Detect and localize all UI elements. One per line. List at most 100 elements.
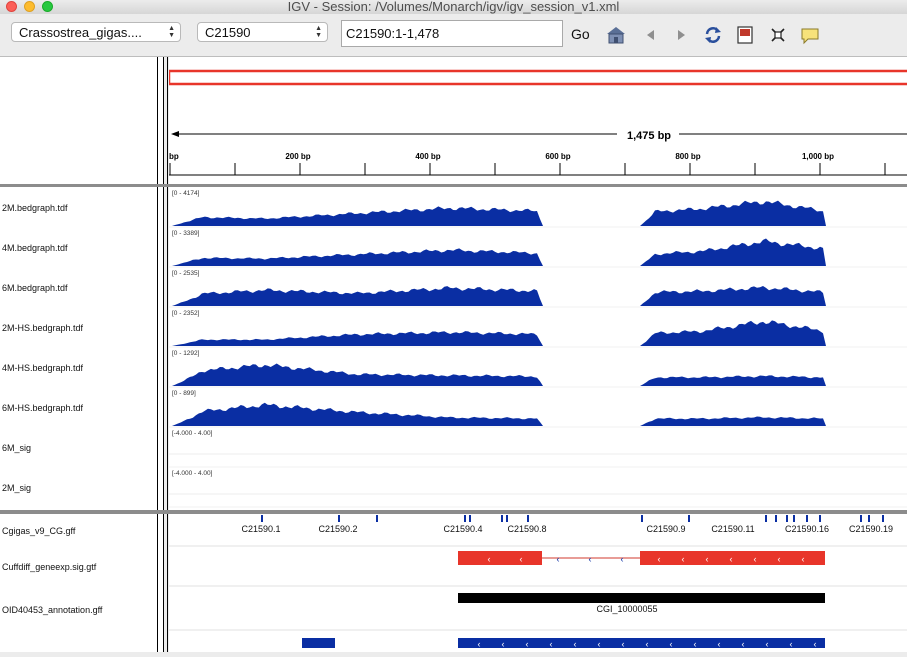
ruler-tick-label: bp <box>169 152 179 161</box>
home-icon[interactable] <box>606 25 626 45</box>
track-name[interactable]: 4M-HS.bedgraph.tdf <box>2 363 84 373</box>
track-name[interactable]: 6M_sig <box>2 443 32 453</box>
coverage-block[interactable] <box>172 402 543 426</box>
track-name[interactable]: 2M.bedgraph.tdf <box>2 203 68 213</box>
gene-label: C21590.11 <box>711 524 754 534</box>
gene-feature-mark[interactable] <box>261 515 263 522</box>
coverage-block[interactable] <box>640 375 826 386</box>
track-name[interactable]: 6M.bedgraph.tdf <box>2 283 68 293</box>
track-name[interactable]: Cgigas_v9_CG.gff <box>2 526 76 536</box>
exon-block[interactable] <box>458 551 542 565</box>
strand-arrow-icon: ‹ <box>622 639 625 649</box>
forward-arrow-icon[interactable] <box>671 25 691 45</box>
strand-arrow-icon: ‹ <box>742 639 745 649</box>
divider <box>157 187 158 510</box>
updown-arrow-icon: ▲ ▼ <box>168 25 175 39</box>
divider <box>157 514 158 652</box>
close-window-button[interactable] <box>6 1 17 12</box>
back-arrow-icon[interactable] <box>641 25 661 45</box>
divider <box>167 57 168 184</box>
ruler-tick-label: 400 bp <box>415 152 440 161</box>
gene-feature-mark[interactable] <box>775 515 777 522</box>
data-range-label: [0 - 4174] <box>172 190 200 197</box>
track-name[interactable]: 2M-HS.bedgraph.tdf <box>2 323 84 333</box>
minimize-window-button[interactable] <box>24 1 35 12</box>
gene-feature-mark[interactable] <box>641 515 643 522</box>
gene-feature-mark[interactable] <box>376 515 378 522</box>
gene-feature-block[interactable] <box>458 638 825 648</box>
gene-feature-mark[interactable] <box>506 515 508 522</box>
strand-arrow-icon: ‹ <box>574 639 577 649</box>
annotation-label: CGI_10000055 <box>596 604 657 614</box>
locus-input[interactable]: C21590:1-1,478 <box>341 20 563 47</box>
gene-feature-mark[interactable] <box>882 515 884 522</box>
coverage-block[interactable] <box>172 363 543 387</box>
feature-svg: C21590.1 C21590.2 C21590.4 C21590.8 C21590.9… <box>169 515 907 649</box>
coverage-block[interactable] <box>640 238 826 267</box>
gene-feature-block[interactable] <box>302 638 335 648</box>
data-panel <box>169 187 907 510</box>
gene-feature-mark[interactable] <box>806 515 808 522</box>
track-name[interactable]: 2M_sig <box>2 483 32 493</box>
genome-select[interactable]: Crassostrea_gigas.... ▲ ▼ <box>11 22 181 42</box>
gene-feature-mark[interactable] <box>469 515 471 522</box>
gene-feature-mark[interactable] <box>868 515 870 522</box>
gene-feature-mark[interactable] <box>819 515 821 522</box>
ruler-svg: 1,475 bp bp 200 bp 400 bp 600 bp 800 bp 1,000… <box>167 69 907 176</box>
region-of-interest-icon[interactable] <box>735 25 755 45</box>
coverage-block[interactable] <box>640 320 826 346</box>
strand-arrow-icon: ‹ <box>766 639 769 649</box>
coverage-block[interactable] <box>172 206 543 226</box>
strand-arrow-icon: ‹ <box>730 554 733 564</box>
track-name[interactable]: OID40453_annotation.gff <box>2 605 103 615</box>
track-name[interactable]: 4M.bedgraph.tdf <box>2 243 68 253</box>
gene-feature-mark[interactable] <box>688 515 690 522</box>
gene-feature-mark[interactable] <box>793 515 795 522</box>
chromosome-select-value: C21590 <box>205 25 251 40</box>
coverage-svg <box>169 200 907 508</box>
zoom-window-button[interactable] <box>42 1 53 12</box>
coverage-block[interactable] <box>640 200 826 226</box>
gene-feature-mark[interactable] <box>765 515 767 522</box>
data-attribute-panel <box>158 187 163 510</box>
data-range-label: [-4.000 - 4.00] <box>172 470 213 477</box>
ruler-tick-label: 1,000 bp <box>802 152 834 161</box>
chromosome-select[interactable]: C21590 ▲ ▼ <box>197 22 328 42</box>
gene-label: C21590.4 <box>443 524 482 534</box>
gene-feature-mark[interactable] <box>786 515 788 522</box>
exon-block[interactable] <box>640 551 825 565</box>
strand-arrow-icon: ‹ <box>778 554 781 564</box>
refresh-icon[interactable] <box>703 25 723 45</box>
data-range-label: [0 - 2352] <box>172 310 200 317</box>
strand-arrow-icon: ‹ <box>646 639 649 649</box>
strand-arrow-icon: ‹ <box>802 554 805 564</box>
strand-arrow-icon: ‹ <box>670 639 673 649</box>
updown-arrow-icon: ▲ ▼ <box>315 25 322 39</box>
gene-feature-mark[interactable] <box>860 515 862 522</box>
strand-arrow-icon: ‹ <box>754 554 757 564</box>
strand-arrow-icon: ‹ <box>598 639 601 649</box>
popup-info-icon[interactable] <box>800 25 820 45</box>
strand-arrow-icon: ‹ <box>488 554 491 564</box>
coverage-block[interactable] <box>640 286 826 306</box>
track-name[interactable]: Cuffdiff_geneexp.sig.gtf <box>2 562 97 572</box>
coverage-block[interactable] <box>172 248 543 266</box>
window-title: IGV - Session: /Volumes/Monarch/igv/igv_… <box>287 0 620 14</box>
data-name-panel <box>0 187 157 510</box>
go-button[interactable]: Go <box>571 26 590 42</box>
gene-feature-mark[interactable] <box>338 515 340 522</box>
resize-to-window-icon[interactable] <box>768 25 788 45</box>
data-range-label: [0 - 1292] <box>172 350 200 357</box>
annotation-feature[interactable] <box>458 593 825 603</box>
data-range-label: [-4.000 - 4.00] <box>172 430 213 437</box>
gene-feature-mark[interactable] <box>501 515 503 522</box>
panel-divider <box>0 184 907 187</box>
strand-arrow-icon: ‹ <box>557 554 560 564</box>
span-arrow-head <box>171 131 179 137</box>
gene-feature-mark[interactable] <box>527 515 529 522</box>
coverage-block[interactable] <box>172 286 543 306</box>
coverage-block[interactable] <box>172 331 543 346</box>
gene-feature-mark[interactable] <box>464 515 466 522</box>
track-name[interactable]: 6M-HS.bedgraph.tdf <box>2 403 84 413</box>
coverage-block[interactable] <box>640 416 826 427</box>
